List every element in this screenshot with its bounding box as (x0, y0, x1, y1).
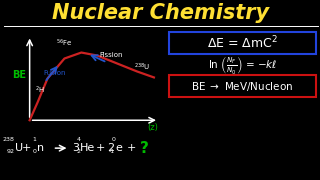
Text: +: + (126, 143, 136, 153)
Text: U: U (15, 143, 23, 153)
Text: He: He (80, 143, 96, 153)
Text: 1: 1 (33, 137, 36, 142)
Bar (169, 32, 316, 53)
Text: $^{238}$U: $^{238}$U (134, 62, 150, 73)
Text: 0: 0 (33, 149, 36, 154)
Text: 3: 3 (72, 143, 79, 153)
Text: 4: 4 (76, 137, 80, 142)
Text: n: n (36, 143, 44, 153)
Text: $^{56}$Fe: $^{56}$Fe (56, 37, 73, 49)
Text: +: + (96, 143, 105, 153)
Text: Nuclear Chemistry: Nuclear Chemistry (52, 3, 269, 23)
Text: 238: 238 (3, 137, 15, 142)
Text: 2: 2 (107, 143, 114, 153)
Bar (169, 75, 316, 97)
Text: e: e (115, 143, 122, 153)
Text: Fission: Fission (99, 51, 123, 58)
Text: 92: 92 (7, 149, 15, 154)
Text: -1: -1 (109, 149, 115, 154)
Text: ln $\left(\frac{N_F}{N_0}\right)$ = $-k\ell$: ln $\left(\frac{N_F}{N_0}\right)$ = $-k\… (208, 55, 277, 76)
Text: 0: 0 (111, 137, 115, 142)
Text: 2: 2 (76, 149, 80, 154)
Text: $\Delta$E = $\Delta$mC$^2$: $\Delta$E = $\Delta$mC$^2$ (207, 34, 278, 51)
Text: BE $\rightarrow$ MeV/Nucleon: BE $\rightarrow$ MeV/Nucleon (191, 80, 294, 93)
Text: $^{2}$H: $^{2}$H (35, 85, 44, 96)
Text: (z): (z) (148, 123, 158, 132)
Text: BE: BE (12, 70, 26, 80)
Text: +: + (22, 143, 31, 153)
Text: Fusion: Fusion (44, 70, 66, 76)
Text: ?: ? (140, 141, 149, 156)
